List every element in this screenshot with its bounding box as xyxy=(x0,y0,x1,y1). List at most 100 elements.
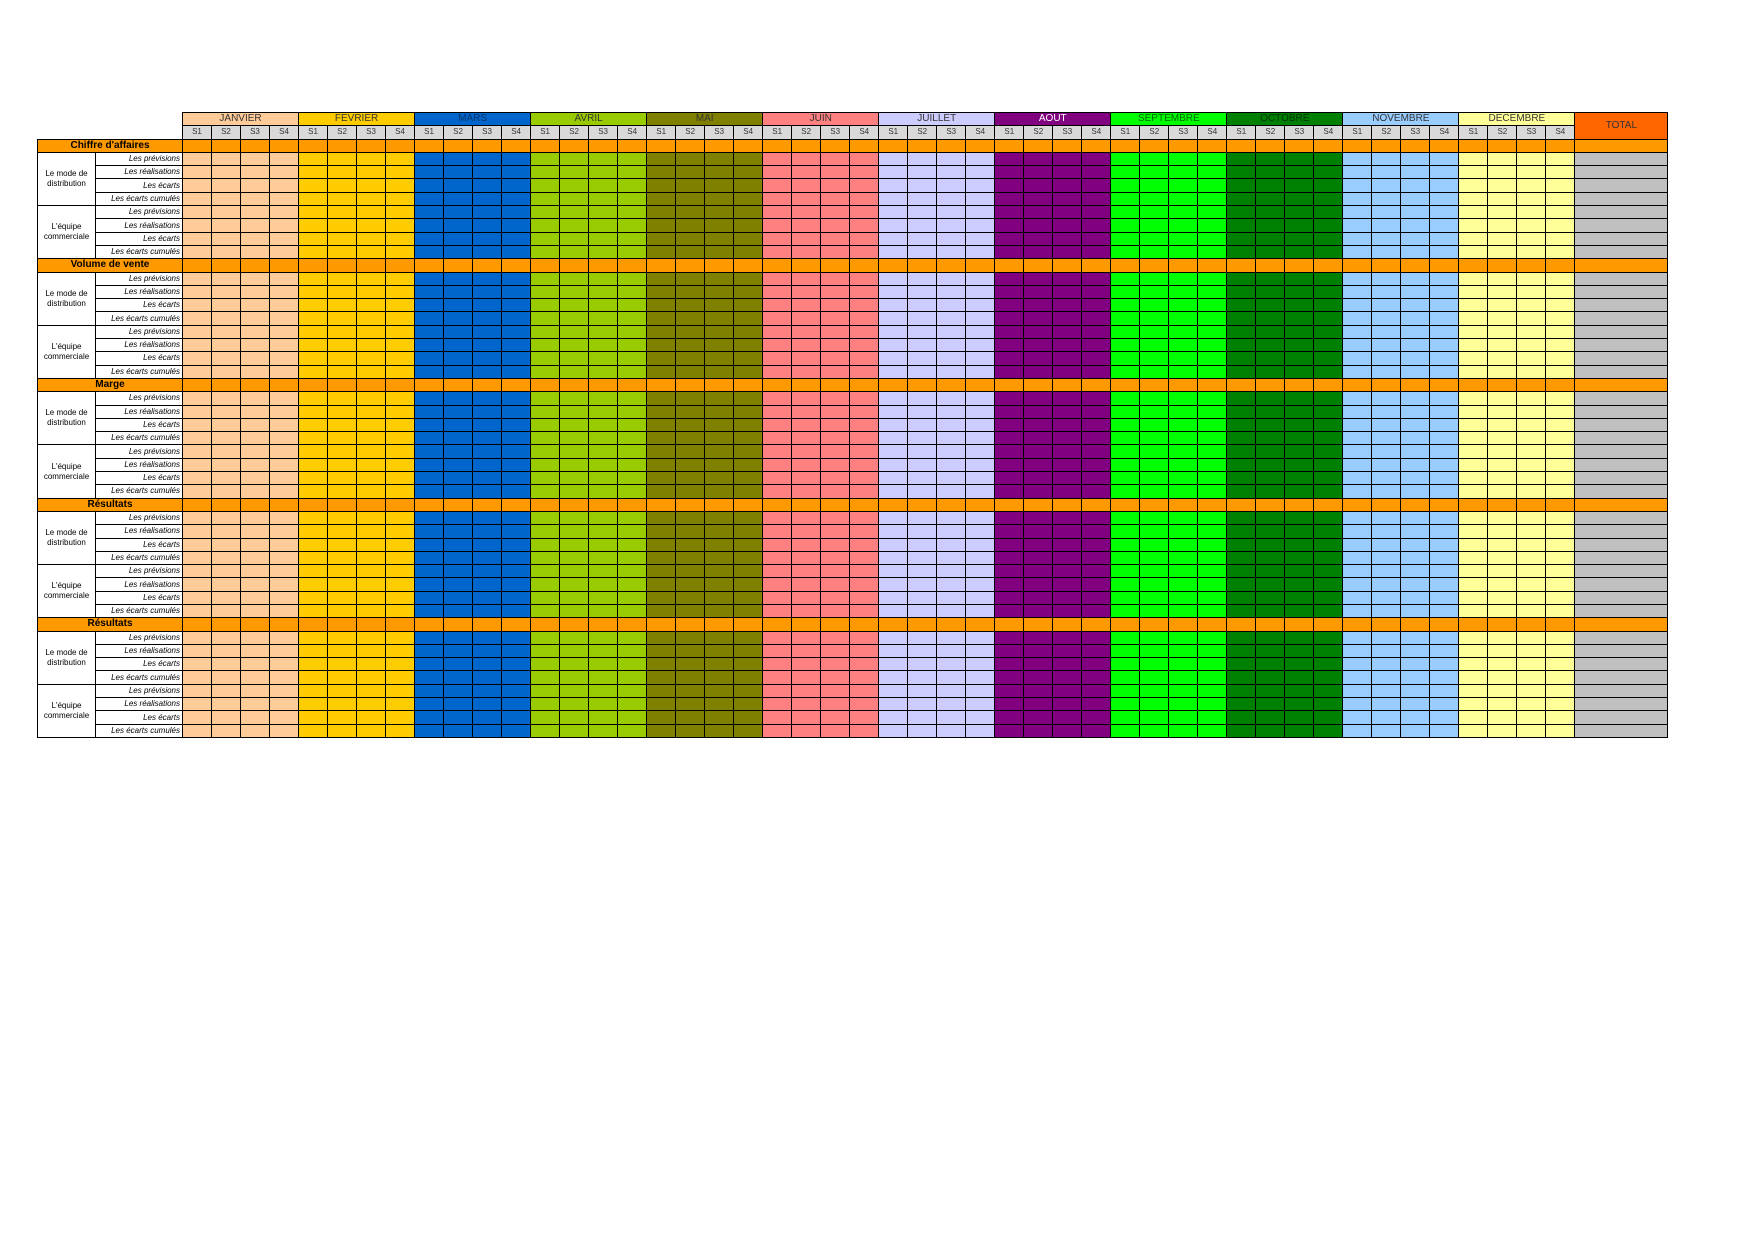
value-cell xyxy=(559,218,590,233)
value-cell xyxy=(849,603,880,619)
value-cell xyxy=(1168,670,1199,685)
value-cell xyxy=(675,617,706,632)
value-cell xyxy=(675,683,706,699)
value-cell xyxy=(268,537,300,552)
value-cell xyxy=(356,537,387,552)
value-cell xyxy=(617,710,648,725)
value-cell xyxy=(501,364,532,379)
value-cell xyxy=(762,338,793,353)
value-cell xyxy=(530,603,561,619)
value-cell xyxy=(675,205,706,220)
group-label: Le mode de distribution xyxy=(37,510,96,566)
total-cell xyxy=(1574,205,1669,220)
value-cell xyxy=(588,564,619,579)
value-cell xyxy=(878,683,909,699)
value-cell xyxy=(965,670,996,685)
value-cell xyxy=(1139,457,1170,473)
value-cell xyxy=(356,191,387,207)
value-cell xyxy=(1052,231,1083,246)
value-cell xyxy=(907,710,938,725)
month-header: OCTOBRE xyxy=(1226,111,1344,127)
value-cell xyxy=(1371,324,1402,340)
week-header: S1 xyxy=(298,125,329,140)
value-cell xyxy=(1168,590,1199,605)
value-cell xyxy=(588,550,619,566)
value-cell xyxy=(298,697,329,712)
value-cell xyxy=(182,377,212,393)
value-cell xyxy=(849,484,880,499)
value-cell xyxy=(646,510,677,526)
week-header: S1 xyxy=(994,125,1025,140)
value-cell xyxy=(1458,484,1489,499)
value-cell xyxy=(472,670,503,685)
value-cell xyxy=(1487,617,1518,632)
value-cell xyxy=(211,191,241,207)
value-cell xyxy=(327,364,358,379)
value-cell xyxy=(182,670,212,685)
data-row: Les écarts cumulés xyxy=(38,670,1669,685)
value-cell xyxy=(472,364,503,379)
value-cell xyxy=(820,138,851,153)
value-cell xyxy=(356,564,387,579)
value-cell xyxy=(385,630,416,645)
value-cell xyxy=(1516,364,1547,379)
value-cell xyxy=(1023,338,1054,353)
value-cell xyxy=(472,657,503,672)
value-cell xyxy=(1081,564,1112,579)
value-cell xyxy=(268,630,300,645)
value-cell xyxy=(1284,657,1315,672)
value-cell xyxy=(1110,484,1141,499)
value-cell xyxy=(298,311,329,326)
value-cell xyxy=(1400,178,1431,193)
value-cell xyxy=(559,657,590,672)
value-cell xyxy=(646,417,677,433)
value-cell xyxy=(1168,284,1199,300)
value-cell xyxy=(675,364,706,379)
total-cell xyxy=(1574,524,1669,539)
value-cell xyxy=(472,723,503,738)
value-cell xyxy=(1081,377,1112,393)
value-cell xyxy=(1255,550,1286,566)
value-cell xyxy=(646,311,677,326)
value-cell xyxy=(1545,284,1576,300)
value-cell xyxy=(675,643,706,659)
value-cell xyxy=(849,298,880,313)
value-cell xyxy=(298,244,329,260)
value-cell xyxy=(211,351,241,366)
value-cell xyxy=(559,191,590,207)
value-cell xyxy=(675,431,706,446)
value-cell xyxy=(820,311,851,326)
value-cell xyxy=(1226,683,1257,699)
value-cell xyxy=(994,550,1025,566)
value-cell xyxy=(907,271,938,286)
value-cell xyxy=(1516,351,1547,366)
value-cell xyxy=(443,643,474,659)
value-cell xyxy=(268,271,300,286)
value-cell xyxy=(733,524,764,539)
value-cell xyxy=(1487,191,1518,207)
value-cell xyxy=(1052,550,1083,566)
value-cell xyxy=(820,577,851,592)
value-cell xyxy=(675,151,706,167)
value-cell xyxy=(1226,391,1257,406)
value-cell xyxy=(617,444,648,459)
value-cell xyxy=(1516,524,1547,539)
value-cell xyxy=(1023,244,1054,260)
value-cell xyxy=(1168,191,1199,207)
value-cell xyxy=(1139,550,1170,566)
value-cell xyxy=(965,364,996,379)
value-cell xyxy=(1342,643,1373,659)
value-cell xyxy=(327,603,358,619)
week-header: S3 xyxy=(588,125,619,140)
value-cell xyxy=(733,151,764,167)
value-cell xyxy=(501,617,532,632)
total-cell xyxy=(1574,603,1669,619)
value-cell xyxy=(1226,510,1257,526)
value-cell xyxy=(530,271,561,286)
value-cell xyxy=(298,564,329,579)
row-label: Les prévisions xyxy=(95,324,183,340)
value-cell xyxy=(994,244,1025,260)
value-cell xyxy=(704,710,735,725)
value-cell xyxy=(501,244,532,260)
value-cell xyxy=(1342,138,1373,153)
